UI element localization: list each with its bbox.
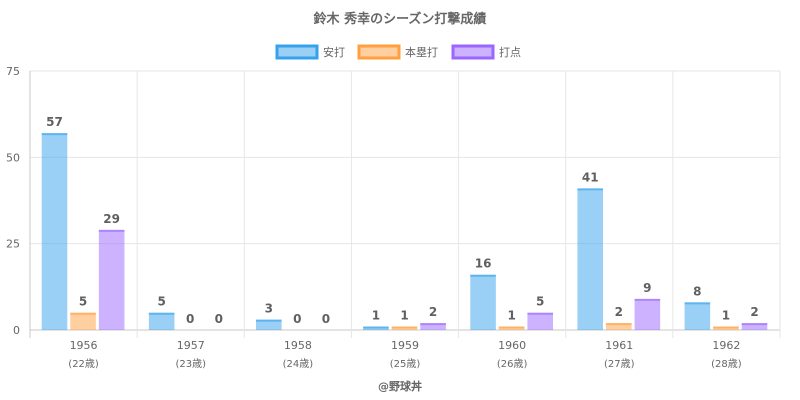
chart-title: 鈴木 秀幸のシーズン打撃成績 <box>314 11 487 27</box>
data-label: 5 <box>79 295 87 309</box>
data-label: 41 <box>582 170 599 184</box>
data-label: 16 <box>475 257 492 271</box>
data-label: 2 <box>750 305 758 319</box>
x-axis-ticks: 1956 (22歳) 1957 (23歳) 1958 (24歳) 1959 (25歳) 1960… <box>68 339 741 370</box>
legend-label: 本塁打 <box>405 45 438 59</box>
legend-swatch <box>451 44 495 60</box>
x-tick-age-label: (22歳) <box>68 358 99 370</box>
data-label: 0 <box>293 312 301 326</box>
data-label: 1 <box>507 309 515 323</box>
bar-安打-1961 <box>577 188 603 330</box>
bar-打点-1960 <box>527 312 553 330</box>
bar-打点-1956 <box>98 229 125 330</box>
legend-swatch <box>357 44 401 60</box>
x-tick-label: 1958 <box>284 339 312 352</box>
x-tick-label: 1957 <box>177 339 205 352</box>
y-tick-label: 25 <box>6 238 20 251</box>
legend[interactable]: 安打 本塁打 打点 <box>275 44 521 60</box>
bars <box>41 133 768 330</box>
x-tick-age-label: (27歳) <box>604 358 635 370</box>
data-label: 5 <box>157 295 165 309</box>
bar-本塁打-1956 <box>70 312 96 330</box>
y-tick-label: 0 <box>13 324 20 337</box>
data-label: 1 <box>722 309 730 323</box>
x-tick-age-label: (26歳) <box>497 358 528 370</box>
bar-打点-1959 <box>420 323 446 330</box>
bar-安打-1960 <box>470 274 496 330</box>
bar-安打-1962 <box>684 302 711 330</box>
data-label: 29 <box>103 212 120 226</box>
x-tick-age-label: (23歳) <box>175 358 206 370</box>
y-tick-label: 75 <box>6 65 20 78</box>
legend-swatch <box>275 44 319 60</box>
legend-label: 打点 <box>499 45 521 59</box>
legend-item-3[interactable]: 打点 <box>451 44 521 60</box>
data-label: 0 <box>322 312 330 326</box>
data-label: 8 <box>693 284 701 298</box>
data-label: 5 <box>536 295 544 309</box>
data-label: 2 <box>429 305 437 319</box>
data-label: 3 <box>265 302 273 316</box>
data-label: 1 <box>400 309 408 323</box>
x-tick-age-label: (28歳) <box>711 358 742 370</box>
data-label: 57 <box>46 115 63 129</box>
legend-label: 安打 <box>323 45 345 59</box>
bar-安打-1956 <box>41 133 68 330</box>
credit-label: @野球丼 <box>378 379 422 393</box>
y-axis-ticks: 0 25 50 75 <box>6 65 20 337</box>
bar-安打-1957 <box>148 312 175 330</box>
bar-安打-1958 <box>256 319 282 330</box>
y-tick-label: 50 <box>6 151 20 164</box>
data-label: 0 <box>186 312 194 326</box>
x-tick-age-label: (25歳) <box>390 358 421 370</box>
bar-本塁打-1961 <box>606 323 632 330</box>
x-tick-label: 1961 <box>605 339 633 352</box>
data-label: 2 <box>615 305 623 319</box>
data-label: 9 <box>643 281 651 295</box>
x-tick-label: 1962 <box>712 339 740 352</box>
bar-打点-1962 <box>741 323 768 330</box>
x-tick-label: 1956 <box>70 339 98 352</box>
data-labels: 57 5 3 1 16 41 8 5 0 0 1 1 2 1 29 0 0 2 5 9 2 <box>46 115 759 326</box>
data-label: 0 <box>215 312 223 326</box>
data-label: 1 <box>372 309 380 323</box>
legend-item-2[interactable]: 本塁打 <box>357 44 438 60</box>
x-tick-label: 1960 <box>498 339 526 352</box>
x-tick-age-label: (24歳) <box>283 358 314 370</box>
x-tick-label: 1959 <box>391 339 419 352</box>
legend-item-1[interactable]: 安打 <box>275 44 345 60</box>
bar-打点-1961 <box>634 298 661 330</box>
grid-lines <box>29 70 781 338</box>
